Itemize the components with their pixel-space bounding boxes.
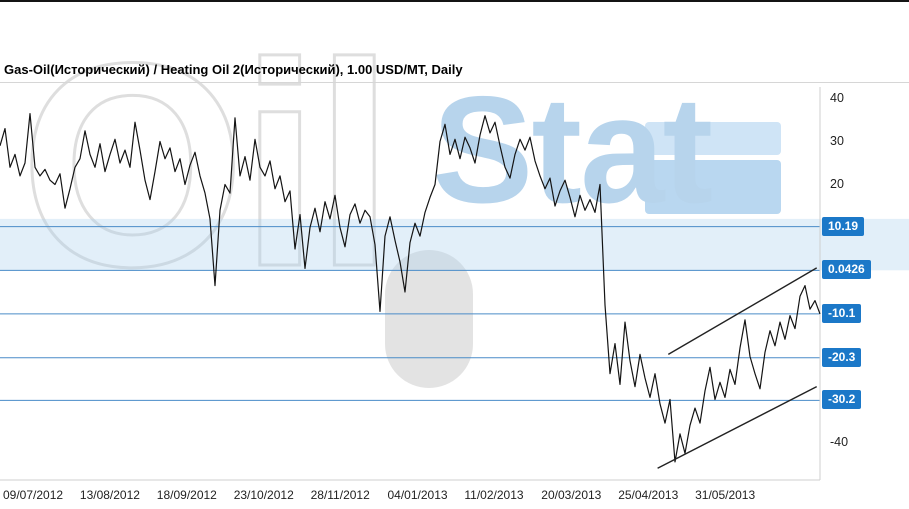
chart-title: Gas-Oil(Исторический) / Heating Oil 2(Ис… xyxy=(4,62,463,77)
watermark-bar-top xyxy=(645,122,781,155)
price-level-badge: -20.3 xyxy=(822,347,862,367)
watermark-oil-text: Oil xyxy=(19,3,397,327)
x-axis-label: 11/02/2013 xyxy=(464,488,524,502)
price-level-badge: 0.0426 xyxy=(822,260,871,280)
y-axis-tick: 20 xyxy=(830,176,844,191)
title-separator xyxy=(0,82,909,83)
x-axis-label: 09/07/2012 xyxy=(3,488,64,502)
price-level-badge: 10.19 xyxy=(822,216,865,236)
watermark-logo-mark xyxy=(385,250,473,388)
watermark-stat-text: Stat xyxy=(432,65,713,235)
y-axis-tick: 30 xyxy=(830,133,844,148)
x-axis-label: 18/09/2012 xyxy=(156,488,217,502)
x-axis-label: 31/05/2013 xyxy=(695,488,756,502)
x-axis-label: 23/10/2012 xyxy=(233,488,294,502)
y-axis-tick: -40 xyxy=(830,434,849,449)
price-level-badge: -30.2 xyxy=(822,390,862,410)
y-axis-tick: 40 xyxy=(830,90,844,105)
highlight-band xyxy=(0,218,909,271)
x-axis-label: 20/03/2013 xyxy=(541,488,602,502)
x-axis-label: 25/04/2013 xyxy=(618,488,679,502)
watermark-bar-bottom xyxy=(645,160,781,214)
price-series xyxy=(0,112,821,463)
trend-channel-line[interactable] xyxy=(667,267,818,356)
x-axis-label: 28/11/2012 xyxy=(310,488,370,502)
x-axis-label: 04/01/2013 xyxy=(387,488,448,502)
x-axis-label: 13/08/2012 xyxy=(79,488,140,502)
trend-channel-line[interactable] xyxy=(657,385,818,469)
price-level-badge: -10.1 xyxy=(822,303,862,323)
